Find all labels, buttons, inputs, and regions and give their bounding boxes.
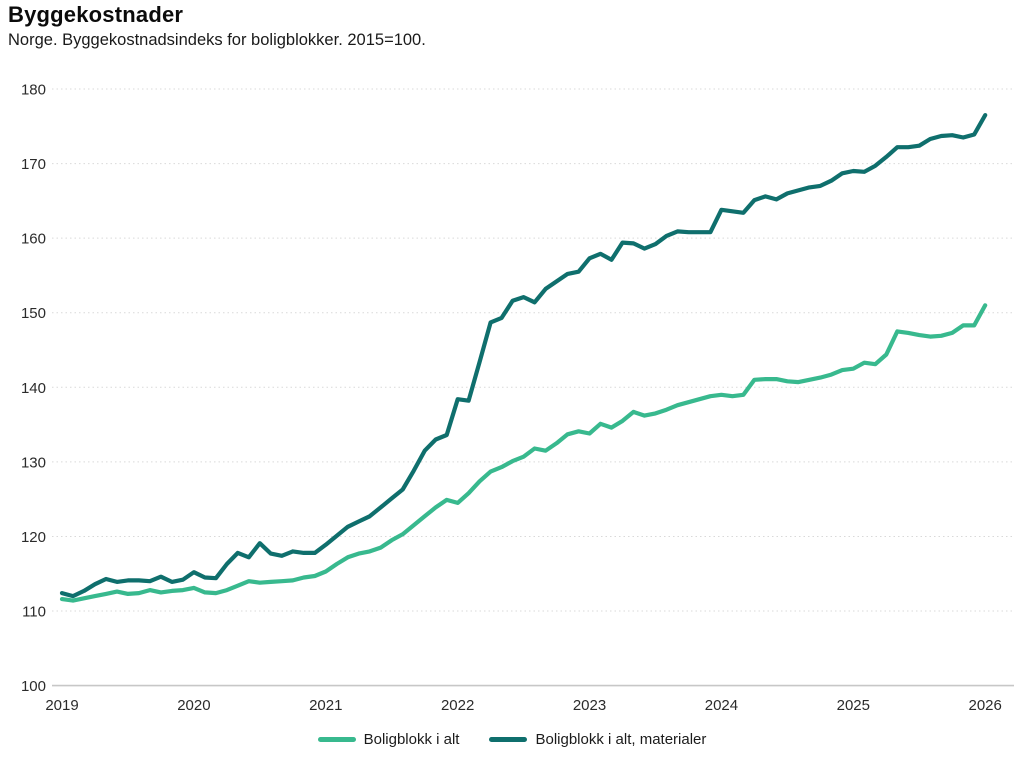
y-axis-label-110: 110: [22, 604, 46, 621]
y-axis-label-140: 140: [21, 380, 46, 397]
line-chart-canvas: 100 110 120 130 140 150 160 170 180 2019 2020 2021 2…: [21, 82, 1014, 714]
y-axis-label-150: 150: [21, 305, 46, 322]
x-axis-label-2022: 2022: [441, 697, 474, 714]
x-axis-label-2021: 2021: [309, 697, 342, 714]
chart-legend: Boligblokk i alt Boligblokk i alt, mater…: [0, 731, 1024, 748]
page-subtitle: Norge. Byggekostnadsindeks for boligblok…: [8, 31, 426, 49]
y-axis-label-130: 130: [21, 454, 46, 471]
page-title: Byggekostnader: [8, 2, 184, 27]
series-line-1: [59, 303, 988, 603]
y-axis-label-170: 170: [21, 156, 46, 173]
series-2-label: Boligblokk i alt, materialer: [535, 731, 707, 748]
y-axis-label-120: 120: [21, 529, 46, 546]
x-axis-label-2025: 2025: [837, 697, 870, 714]
series-line-2: [59, 112, 988, 599]
chart-header: Byggekostnader Norge. Byggekostnadsindek…: [8, 2, 426, 50]
x-axis-label-2020: 2020: [177, 697, 210, 714]
x-axis-label-2024: 2024: [705, 697, 738, 714]
legend-item-boligblokk-i-alt-materialer[interactable]: Boligblokk i alt, materialer: [489, 731, 706, 748]
legend-item-boligblokk-i-alt[interactable]: Boligblokk i alt: [317, 731, 460, 748]
series-1-label: Boligblokk i alt: [363, 731, 460, 748]
y-axis-label-100: 100: [21, 678, 46, 695]
y-axis-label-160: 160: [21, 231, 46, 248]
series-2-swatch-icon: [489, 737, 528, 742]
series-1-swatch-icon: [317, 737, 356, 742]
y-axis-label-180: 180: [21, 82, 46, 99]
x-axis-label-2023: 2023: [573, 697, 606, 714]
x-axis-label-2026: 2026: [969, 697, 1002, 714]
x-axis-label-2019: 2019: [45, 697, 78, 714]
